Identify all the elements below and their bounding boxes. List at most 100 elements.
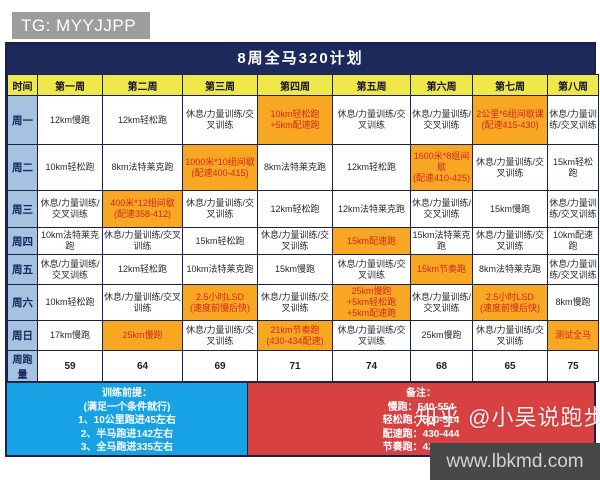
training-plan-card: 8周全马320计划 时间 第一周 第二周 第三周 第四周 第五周 第六周 第七周 第八周 周一 1… <box>5 42 599 457</box>
workout-cell: 休息/力量训练/交叉训练 <box>547 190 599 228</box>
mileage-value: 74 <box>332 350 411 382</box>
workout-cell: 17km慢跑 <box>37 320 103 351</box>
workout-cell: 8km法特莱克跑 <box>472 254 548 285</box>
mileage-value: 75 <box>547 350 599 382</box>
schedule-row: 周四 10km法特莱克跑 休息/力量训练/交叉训练 15km轻松跑 休息/力量训练/交叉… <box>7 227 599 255</box>
workout-cell: 25km慢跑 <box>410 320 473 351</box>
pace-legend-line: 慢跑：540-554 <box>387 401 455 413</box>
mileage-value: 69 <box>182 350 258 382</box>
workout-cell: 10km法特莱克跑 <box>182 254 258 285</box>
mileage-row: 周跑量 59 64 69 71 74 68 65 75 <box>7 350 599 382</box>
workout-cell: 8km慢跑 <box>547 284 599 321</box>
workout-cell: 12km轻松跑 <box>332 144 411 191</box>
schedule-table: 时间 第一周 第二周 第三周 第四周 第五周 第六周 第七周 第八周 周一 12km慢跑 12km轻… <box>7 74 599 382</box>
workout-cell-highlight: 1000米*10组间歇 (配速400-415) <box>182 144 258 191</box>
workout-cell: 15km轻松跑 <box>182 227 258 255</box>
notes-section: 训练前提： (满足一个条件就行) 1、10公里跑进45左右 2、半马跑进142左右 3、… <box>7 382 594 455</box>
schedule-header-row: 时间 第一周 第二周 第三周 第四周 第五周 第六周 第七周 第八周 <box>7 74 599 96</box>
workout-cell: 休息/力量训练/交叉训练 <box>547 254 599 285</box>
zhihu-watermark: 知乎 @小吴说跑步 <box>415 405 600 430</box>
tg-banner: TG: MYYJJPP <box>12 12 150 39</box>
pace-legend-line: 轻松跑：500-514 <box>382 415 460 426</box>
column-header: 第七周 <box>472 74 548 96</box>
mileage-value: 65 <box>472 350 548 382</box>
column-header: 第一周 <box>37 74 103 96</box>
workout-cell-highlight: 15km配速跑 <box>332 227 411 255</box>
mileage-label: 周跑量 <box>7 350 38 382</box>
schedule-row: 周日 17km慢跑 25km慢跑 休息/力量训练/交叉训练 21km节奏跑 (430-4… <box>7 320 599 351</box>
workout-cell: 15km法特莱克跑 <box>410 227 473 255</box>
day-label: 周日 <box>7 320 38 351</box>
workout-cell: 15km轻松跑 <box>547 144 599 191</box>
day-label: 周四 <box>7 227 38 255</box>
workout-cell: 休息/力量训练/交叉训练 <box>332 320 411 351</box>
workout-cell: 15km慢跑 <box>472 190 548 228</box>
mileage-value: 71 <box>257 350 333 382</box>
prerequisite-line: 3、全马跑进335左右 <box>80 442 174 453</box>
workout-cell: 休息/力量训练/交叉训练 <box>410 95 473 145</box>
workout-cell-highlight: 2.5小时LSD (速度前慢后快) <box>182 284 258 321</box>
pace-legend-line: 节奏跑：420-434 <box>382 442 460 453</box>
workout-cell-highlight: 1600米*8组间歇 (配速410-425) <box>410 144 473 191</box>
workout-cell: 休息/力量训练/交叉训练 <box>182 95 258 145</box>
workout-cell: 休息/力量训练/交叉训练 <box>410 284 473 321</box>
day-label: 周六 <box>7 284 38 321</box>
workout-cell: 12km慢跑 <box>37 95 103 145</box>
workout-cell: 10km轻松跑 <box>37 284 103 321</box>
workout-cell-highlight: 25km慢跑 +5km轻松跑 +5km配速跑 <box>332 284 411 321</box>
prerequisite-line: 1、10公里跑进45左右 <box>78 415 176 426</box>
schedule-row: 周一 12km慢跑 12km轻松跑 休息/力量训练/交叉训练 10km轻松跑 +5km配… <box>7 95 599 145</box>
workout-cell: 12km轻松跑 <box>102 254 183 285</box>
workout-cell: 休息/力量训练/交叉训练 <box>472 144 548 191</box>
column-header: 第四周 <box>257 74 333 96</box>
workout-cell-highlight: 10km轻松跑 +5km配速跑 <box>257 95 333 145</box>
prerequisites-note: 训练前提： (满足一个条件就行) 1、10公里跑进45左右 2、半马跑进142左右 3、… <box>7 383 248 455</box>
column-header: 第三周 <box>182 74 258 96</box>
workout-cell: 8km法特莱克跑 <box>102 144 183 191</box>
workout-cell: 休息/力量训练/交叉训练 <box>182 320 258 351</box>
schedule-row: 周三 休息/力量训练/交叉训练 400米*12组间歇 (配速358-412) 休息/力… <box>7 190 599 228</box>
workout-cell: 10km法特莱克跑 <box>37 227 103 255</box>
workout-cell: 休息/力量训练/交叉训练 <box>257 227 333 255</box>
mileage-value: 64 <box>102 350 183 382</box>
plan-title: 8周全马320计划 <box>7 44 594 74</box>
day-label: 周二 <box>7 144 38 191</box>
workout-cell: 休息/力量训练/交叉训练 <box>102 227 183 255</box>
workout-cell: 休息/力量训练/交叉训练 <box>37 190 103 228</box>
pace-legend-line: 备注： <box>406 388 436 399</box>
workout-cell: 10km配速跑 <box>547 227 599 255</box>
column-header: 第二周 <box>102 74 183 96</box>
mileage-value: 59 <box>37 350 103 382</box>
workout-cell: 休息/力量训练/交叉训练 <box>37 254 103 285</box>
prerequisite-line: 训练前提： <box>102 388 152 399</box>
workout-cell: 休息/力量训练/交叉训练 <box>332 254 411 285</box>
workout-cell: 10km轻松跑 <box>37 144 103 191</box>
prerequisite-line: (满足一个条件就行) <box>83 401 171 413</box>
workout-cell: 休息/力量训练/交叉训练 <box>182 190 258 228</box>
workout-cell: 15km慢跑 <box>257 254 333 285</box>
column-header: 第八周 <box>547 74 599 96</box>
workout-cell: 休息/力量训练/交叉训练 <box>472 227 548 255</box>
workout-cell: 休息/力量训练/交叉训练 <box>547 95 599 145</box>
workout-cell: 休息/力量训练/交叉训练 <box>472 320 548 351</box>
workout-cell: 休息/力量训练/交叉训练 <box>332 95 411 145</box>
workout-cell-highlight: 25km慢跑 <box>102 320 183 351</box>
workout-cell-highlight: 21km节奏跑 (430-434配速) <box>257 320 333 351</box>
column-header: 时间 <box>7 74 38 96</box>
workout-cell-highlight: 2.5小时LSD (速度前慢后快) <box>472 284 548 321</box>
workout-cell: 12km轻松跑 <box>102 95 183 145</box>
day-label: 周三 <box>7 190 38 228</box>
schedule-row: 周五 休息/力量训练/交叉训练 12km轻松跑 10km法特莱克跑 15km慢跑 休息/力… <box>7 254 599 285</box>
schedule-row: 周二 10km轻松跑 8km法特莱克跑 1000米*10组间歇 (配速400-415)… <box>7 144 599 191</box>
workout-cell: 休息/力量训练/交叉训练 <box>410 190 473 228</box>
workout-cell-highlight: 400米*12组间歇 (配速358-412) <box>102 190 183 228</box>
workout-cell: 休息/力量训练/交叉训练 <box>102 284 183 321</box>
workout-cell-highlight: 15km节奏跑 <box>410 254 473 285</box>
workout-cell-highlight: 测试全马 <box>547 320 599 351</box>
site-url-watermark: www.lbkmd.com <box>430 443 600 480</box>
column-header: 第六周 <box>410 74 473 96</box>
workout-cell: 休息/力量训练/交叉训练 <box>257 284 333 321</box>
pace-legend-line: 配速跑：430-444 <box>382 428 460 440</box>
workout-cell: 8km法特莱克跑 <box>257 144 333 191</box>
workout-cell: 12km法特莱克跑 <box>332 190 411 228</box>
